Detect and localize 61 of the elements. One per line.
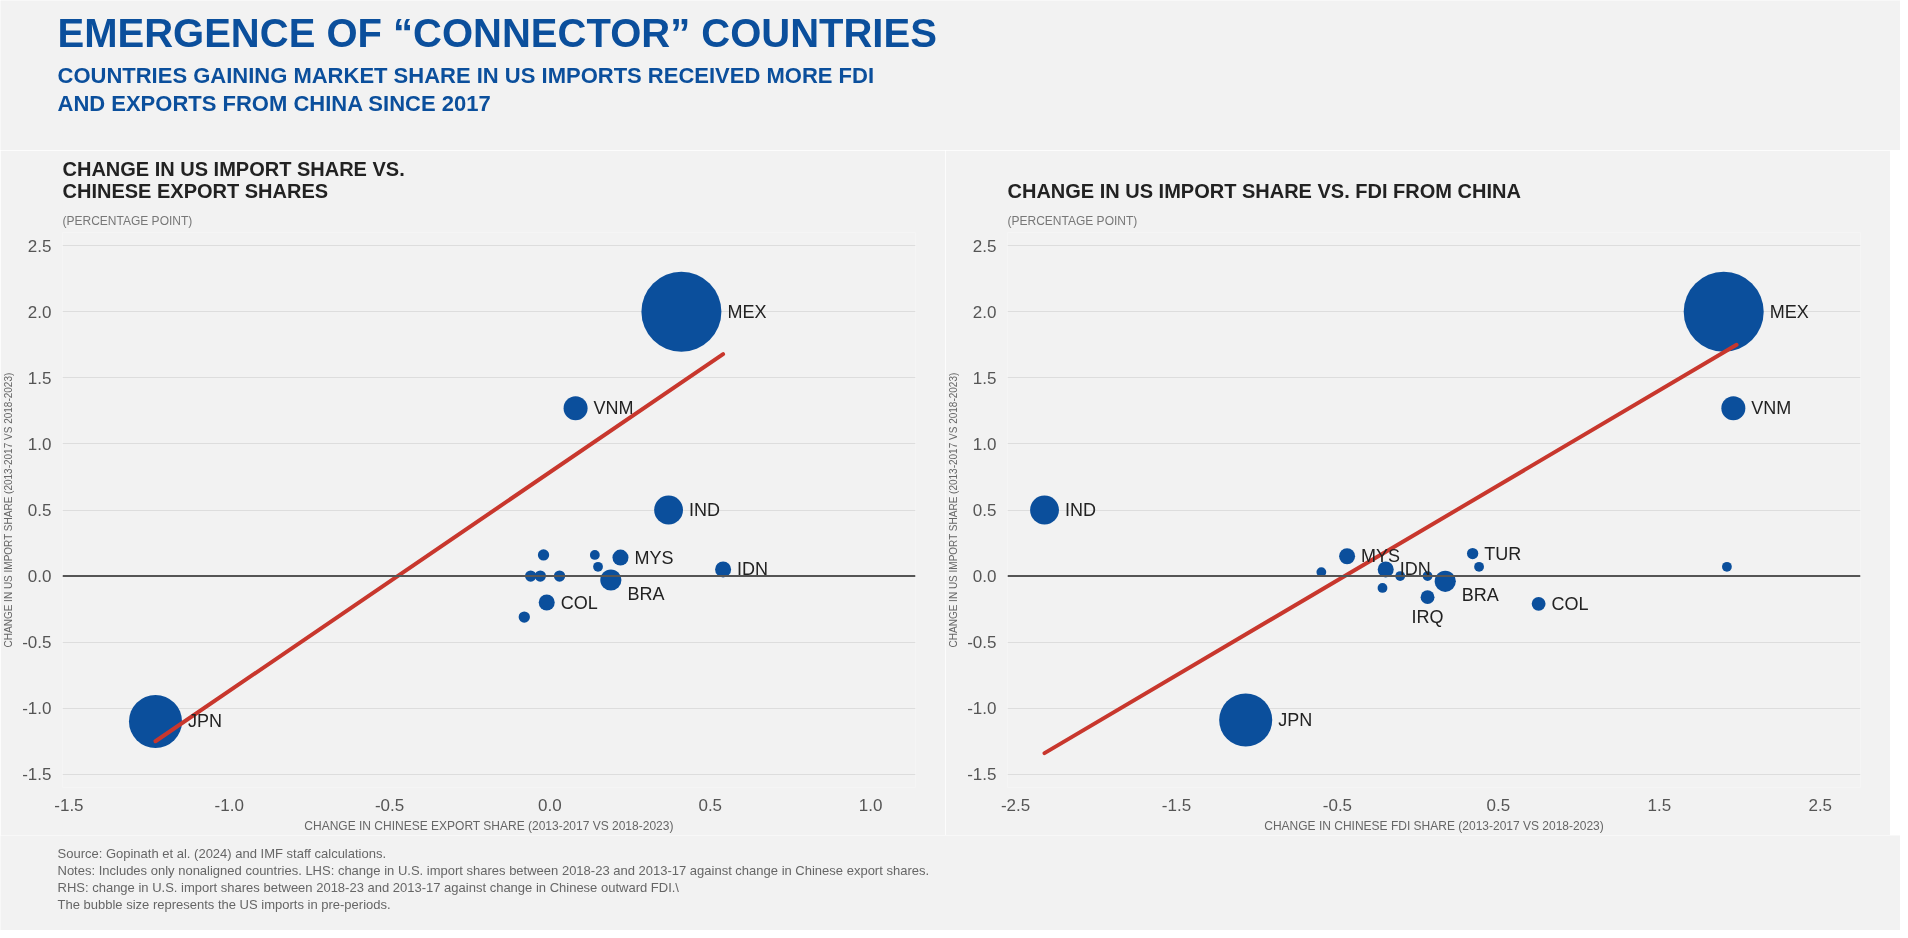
x-tick-label: -1.5: [54, 795, 84, 815]
annotation: TUR: [1484, 543, 1522, 564]
x-tick-label: 0.5: [698, 795, 723, 815]
y-tick-label: 1.5: [27, 368, 52, 388]
y-tick-label: 0.0: [27, 567, 52, 587]
annotation: COL: [1551, 593, 1589, 614]
y-tick-label: 1.5: [972, 368, 997, 388]
annotation: BRA: [627, 584, 665, 605]
y-tick-label: 1.0: [27, 434, 52, 454]
annotation: VNM: [593, 398, 634, 419]
x-tick-label: -1.5: [1161, 795, 1192, 815]
y-tick-label: 0.5: [972, 501, 997, 520]
text: COUNTRIES GAINING MARKET SHARE IN US IMPORTS RECEIVED MORE FDI AND EXPORTS FROM CHINA SINCE 2017: [57, 62, 874, 116]
y-axis-title: CHANGE IN US IMPORT SHARE (2013-2017 VS 2018-2023): [3, 372, 15, 648]
x-axis-title: CHANGE IN CHINESE EXPORT SHARE (2013-2017 VS 2018-2023): [304, 818, 674, 833]
x-tick-label: -0.5: [374, 795, 405, 815]
y-tick-label: 2.5: [27, 236, 52, 256]
y-tick-label: 2.0: [27, 302, 52, 322]
y-tick-label: 1.0: [972, 434, 997, 454]
annotation: MYS: [634, 547, 674, 568]
y-axis-title: CHANGE IN US IMPORT SHARE (2013-2017 VS 2018-2023): [948, 372, 960, 648]
text: The bubble size represents the US imports in pre-periods.: [57, 896, 391, 912]
y-tick-label: -1.0: [22, 699, 52, 719]
y-tick-label: 2.5: [972, 236, 997, 256]
text: Notes: Includes only nonaligned countries. LHS: change in U.S. import shares between 2018-23 and 2013-17 against change in Chinese export shares.: [57, 862, 930, 878]
y-tick-label: 2.0: [972, 302, 997, 322]
annotation: IDN: [737, 559, 769, 580]
y-tick-label: -0.5: [967, 633, 997, 653]
x-tick-label: 0.0: [538, 795, 562, 815]
x-tick-label: -2.5: [1000, 795, 1031, 815]
y-tick-label: -1.0: [967, 699, 997, 719]
y-tick-label: -1.5: [22, 765, 52, 785]
chart-subtitle: (PERCENTAGE POINT): [62, 213, 193, 228]
y-tick-label: 0.5: [27, 501, 52, 520]
x-tick-label: 2.5: [1808, 795, 1833, 815]
annotation: IND: [1064, 500, 1096, 520]
x-tick-label: 1.0: [858, 795, 883, 815]
x-tick-label: 1.5: [1647, 795, 1672, 815]
x-tick-label: -1.0: [214, 795, 244, 815]
annotation: IRQ: [1411, 607, 1444, 628]
annotation: BRA: [1461, 585, 1499, 606]
annotation: COL: [560, 592, 598, 613]
annotation: IDN: [1399, 559, 1431, 580]
annotation: JPN: [188, 711, 223, 732]
y-tick-label: -0.5: [22, 633, 52, 653]
source-note: Source: Gopinath et al. (2024) and IMF staff calculations.: [57, 845, 387, 861]
annotation: MEX: [727, 301, 767, 322]
text: EMERGENCE OF “CONNECTOR” COUNTRIES: [57, 10, 937, 55]
annotation: JPN: [1278, 710, 1313, 731]
chart-title: CHANGE IN US IMPORT SHARE VS. FDI FROM CHINA: [1007, 179, 1521, 202]
text: RHS: change in U.S. import shares between 2018-23 and 2013-17 against change in Chinese outward FDI.\: [57, 879, 680, 895]
annotation: VNM: [1751, 398, 1792, 419]
y-tick-label: 0.0: [972, 567, 997, 587]
annotation: MEX: [1769, 301, 1809, 322]
chart-title: CHANGE IN US IMPORT SHARE VS. CHINESE EXPORT SHARES: [62, 157, 405, 202]
x-tick-label: -0.5: [1322, 795, 1353, 815]
x-tick-label: 0.5: [1486, 795, 1511, 815]
annotation: IND: [689, 500, 720, 520]
y-tick-label: -1.5: [967, 765, 997, 785]
chart-subtitle: (PERCENTAGE POINT): [1007, 213, 1138, 228]
x-axis-title: CHANGE IN CHINESE FDI SHARE (2013-2017 VS 2018-2023): [1264, 818, 1604, 833]
